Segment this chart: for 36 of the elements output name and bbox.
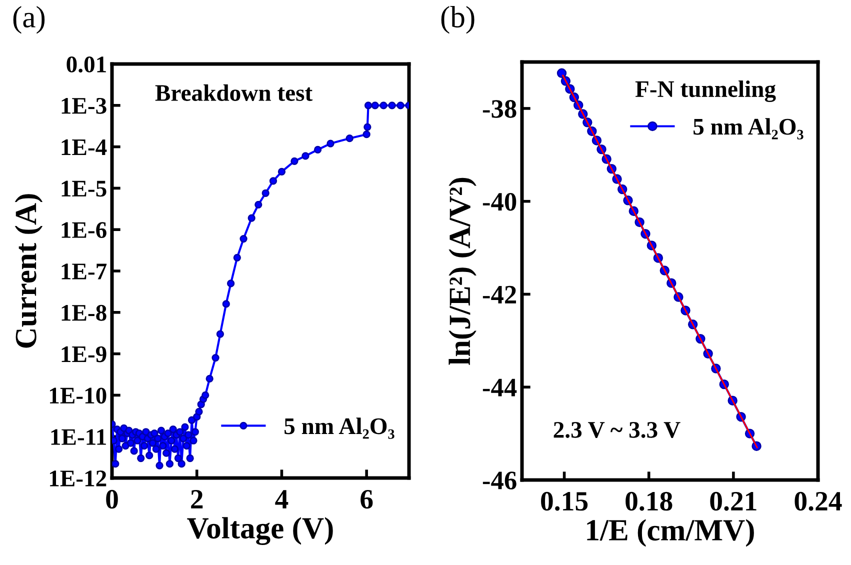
- point: [556, 68, 567, 78]
- y-tick-label: -40: [482, 192, 516, 211]
- y-tick-label: -46: [482, 472, 516, 490]
- y-tick-label: 1E-11: [51, 429, 106, 445]
- x-tick-label: 0.21: [710, 492, 756, 511]
- y-tick-label: 1E-4: [62, 139, 107, 155]
- y-tick-label: 1E-12: [50, 470, 106, 486]
- y-tick-label: 1E-10: [50, 388, 106, 404]
- y-tick-label: 1E-8: [62, 304, 106, 321]
- x-axis-title: Voltage (V): [187, 517, 333, 546]
- y-tick-label: 1E-9: [62, 346, 106, 362]
- x-tick-label: 0.18: [626, 492, 672, 511]
- legend-label: 5 nm Al₂O₃: [284, 418, 394, 439]
- annotation: F-N tunneling: [635, 80, 776, 102]
- legend-label: 5 nm Al₂O₃: [694, 118, 804, 140]
- y-tick-label: 1E-6: [62, 222, 106, 238]
- y-tick-label: 1E-5: [62, 180, 106, 197]
- y-axis-title: Current (A): [14, 194, 43, 348]
- annotation: Breakdown test: [155, 84, 312, 101]
- x-tick-label: 6: [360, 490, 373, 509]
- x-tick-label: 2: [191, 490, 203, 508]
- x-tick-label: 0: [106, 490, 118, 509]
- y-tick-label: 1E-3: [62, 98, 106, 114]
- text: (b): [441, 6, 474, 34]
- text: (a): [13, 6, 45, 34]
- x-axis-title: 1/E (cm/MV): [587, 519, 754, 547]
- y-tick-label: 0.01: [66, 56, 106, 73]
- x-tick-label: 0.15: [541, 492, 588, 511]
- x-tick-label: 4: [275, 490, 288, 508]
- y-tick-label: 1E-7: [62, 264, 107, 280]
- y-tick-label: -44: [482, 378, 517, 396]
- annotation: 2.3 V ~ 3.3 V: [554, 422, 680, 438]
- x-tick-label: 0.24: [794, 492, 842, 511]
- y-axis-title: ln(J/E²) (A/V²): [448, 178, 476, 365]
- y-tick-label: -42: [482, 286, 516, 304]
- y-tick-label: -38: [482, 100, 516, 118]
